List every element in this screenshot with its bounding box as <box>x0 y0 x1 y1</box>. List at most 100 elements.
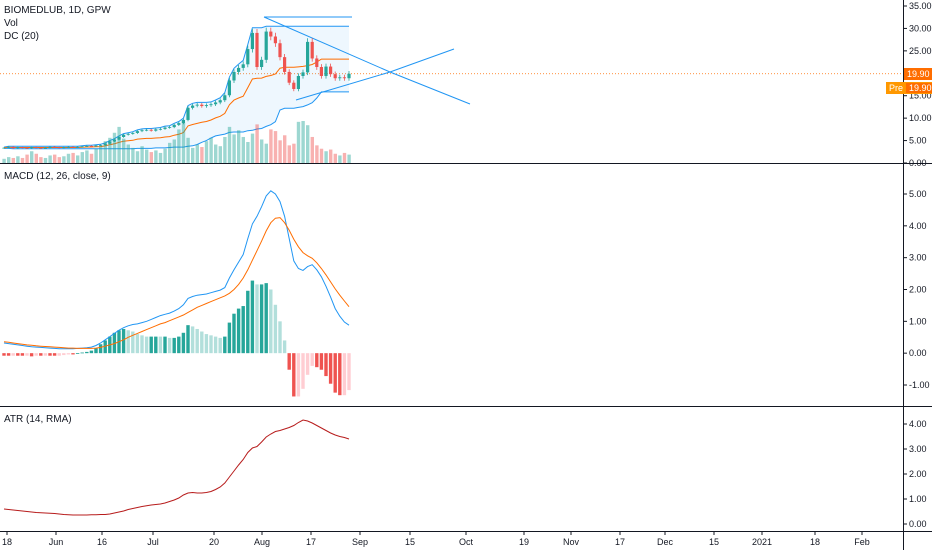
macd-histogram-bar <box>181 332 186 354</box>
volume-bar <box>94 148 98 163</box>
candle-body <box>287 71 291 83</box>
volume-bar <box>333 153 337 163</box>
candle-body <box>195 104 199 106</box>
candle-body <box>292 82 296 89</box>
macd-line <box>3 190 350 350</box>
symbol-title[interactable]: BIOMEDLUB, 1D, GPW <box>4 5 111 16</box>
macd-pane[interactable] <box>2 190 351 397</box>
macd-histogram-bar <box>158 336 163 354</box>
macd-axis-tick-label: 5.00 <box>909 189 927 199</box>
volume-bar <box>108 137 112 163</box>
volume-bar <box>264 143 268 163</box>
candle-body <box>112 139 116 142</box>
volume-bar <box>62 156 66 163</box>
candle-body <box>57 147 61 149</box>
volume-bar <box>338 155 342 163</box>
macd-histogram-bar <box>34 353 38 356</box>
volume-bar <box>117 126 121 163</box>
candle-body <box>66 146 70 148</box>
volume-bar <box>11 157 15 163</box>
macd-histogram-bar <box>121 328 126 354</box>
candle-body <box>237 67 241 72</box>
last-price-badge: 19.90 <box>904 68 932 80</box>
macd-legend-label[interactable]: MACD (12, 26, close, 9) <box>4 171 111 182</box>
candle-body <box>338 77 342 79</box>
volume-bar <box>39 157 43 163</box>
time-axis-label: 20 <box>209 537 219 547</box>
candle-body <box>301 72 305 76</box>
macd-histogram-bar <box>241 306 245 354</box>
macd-histogram-bar <box>347 353 351 391</box>
candle-body <box>315 58 319 68</box>
candle-body <box>48 146 52 148</box>
volume-bar <box>269 129 273 163</box>
volume-bar <box>310 136 314 163</box>
atr-axis-tick-label: 2.00 <box>909 469 927 479</box>
volume-bar <box>329 149 333 163</box>
time-axis-label: 2021 <box>752 537 772 547</box>
volume-bar <box>260 139 264 163</box>
candle-body <box>214 102 218 105</box>
candle-body <box>53 146 57 148</box>
price-axis-tick-label: 0.00 <box>909 158 927 168</box>
volume-bar <box>246 142 250 163</box>
macd-histogram-bar <box>246 290 250 354</box>
volume-bar <box>2 158 6 163</box>
vol-legend[interactable]: Vol <box>4 18 18 29</box>
volume-bar <box>287 145 291 163</box>
volume-bar <box>200 147 204 163</box>
volume-bar <box>66 153 71 163</box>
volume-bar <box>122 138 126 163</box>
candle-body <box>126 133 130 135</box>
volume-bar <box>227 126 232 163</box>
candle-body <box>246 49 250 65</box>
macd-histogram-bar <box>273 304 278 354</box>
macd-histogram-bar <box>57 353 61 356</box>
macd-histogram-bar <box>282 340 287 354</box>
macd-histogram-bar <box>29 353 34 357</box>
candlestick-series[interactable] <box>2 27 351 149</box>
candle-body <box>135 131 139 133</box>
macd-histogram-bar <box>186 325 190 354</box>
candle-body <box>34 147 38 149</box>
candle-body <box>324 66 328 76</box>
price-axis-tick-label: 5.00 <box>909 136 927 146</box>
candle-body <box>260 59 264 68</box>
macd-histogram-bar <box>209 335 213 354</box>
macd-histogram-bar <box>301 353 305 389</box>
volume-bar <box>223 136 227 163</box>
macd-histogram-bar <box>167 337 172 354</box>
candle-body <box>168 127 172 128</box>
time-axis-label: Dec <box>657 537 674 547</box>
price-axis-tick-label: 30.00 <box>909 23 932 33</box>
candle-body <box>39 147 43 149</box>
volume-bar <box>195 144 199 163</box>
macd-histogram-bar <box>305 353 310 375</box>
atr-line <box>3 419 350 516</box>
candle-body <box>154 129 158 131</box>
macd-axis-tick-label: 3.00 <box>909 253 927 263</box>
dc-legend[interactable]: DC (20) <box>4 31 40 42</box>
atr-legend-label[interactable]: ATR (14, RMA) <box>4 414 72 425</box>
macd-histogram-bar <box>218 337 222 354</box>
volume-bar <box>7 157 11 163</box>
volume-bar <box>186 137 190 163</box>
volume-bar <box>131 147 135 163</box>
volume-bar <box>191 147 195 163</box>
atr-pane[interactable] <box>3 419 350 516</box>
macd-histogram-bar <box>6 353 11 356</box>
price-legend: BIOMEDLUB, 1D, GPW Vol DC (20) <box>4 4 111 43</box>
volume-bar <box>154 150 158 163</box>
candle-body <box>122 134 126 137</box>
macd-histogram-bar <box>319 353 324 370</box>
volume-bar <box>324 151 328 163</box>
candle-body <box>255 32 259 68</box>
atr-axis-tick-label: 3.00 <box>909 444 927 454</box>
candle-body <box>227 80 231 96</box>
time-axis-label: Oct <box>459 537 474 547</box>
macd-histogram-bar <box>292 353 296 397</box>
macd-histogram-bar <box>25 353 29 356</box>
candle-body <box>181 119 185 124</box>
volume-bar <box>241 136 245 163</box>
